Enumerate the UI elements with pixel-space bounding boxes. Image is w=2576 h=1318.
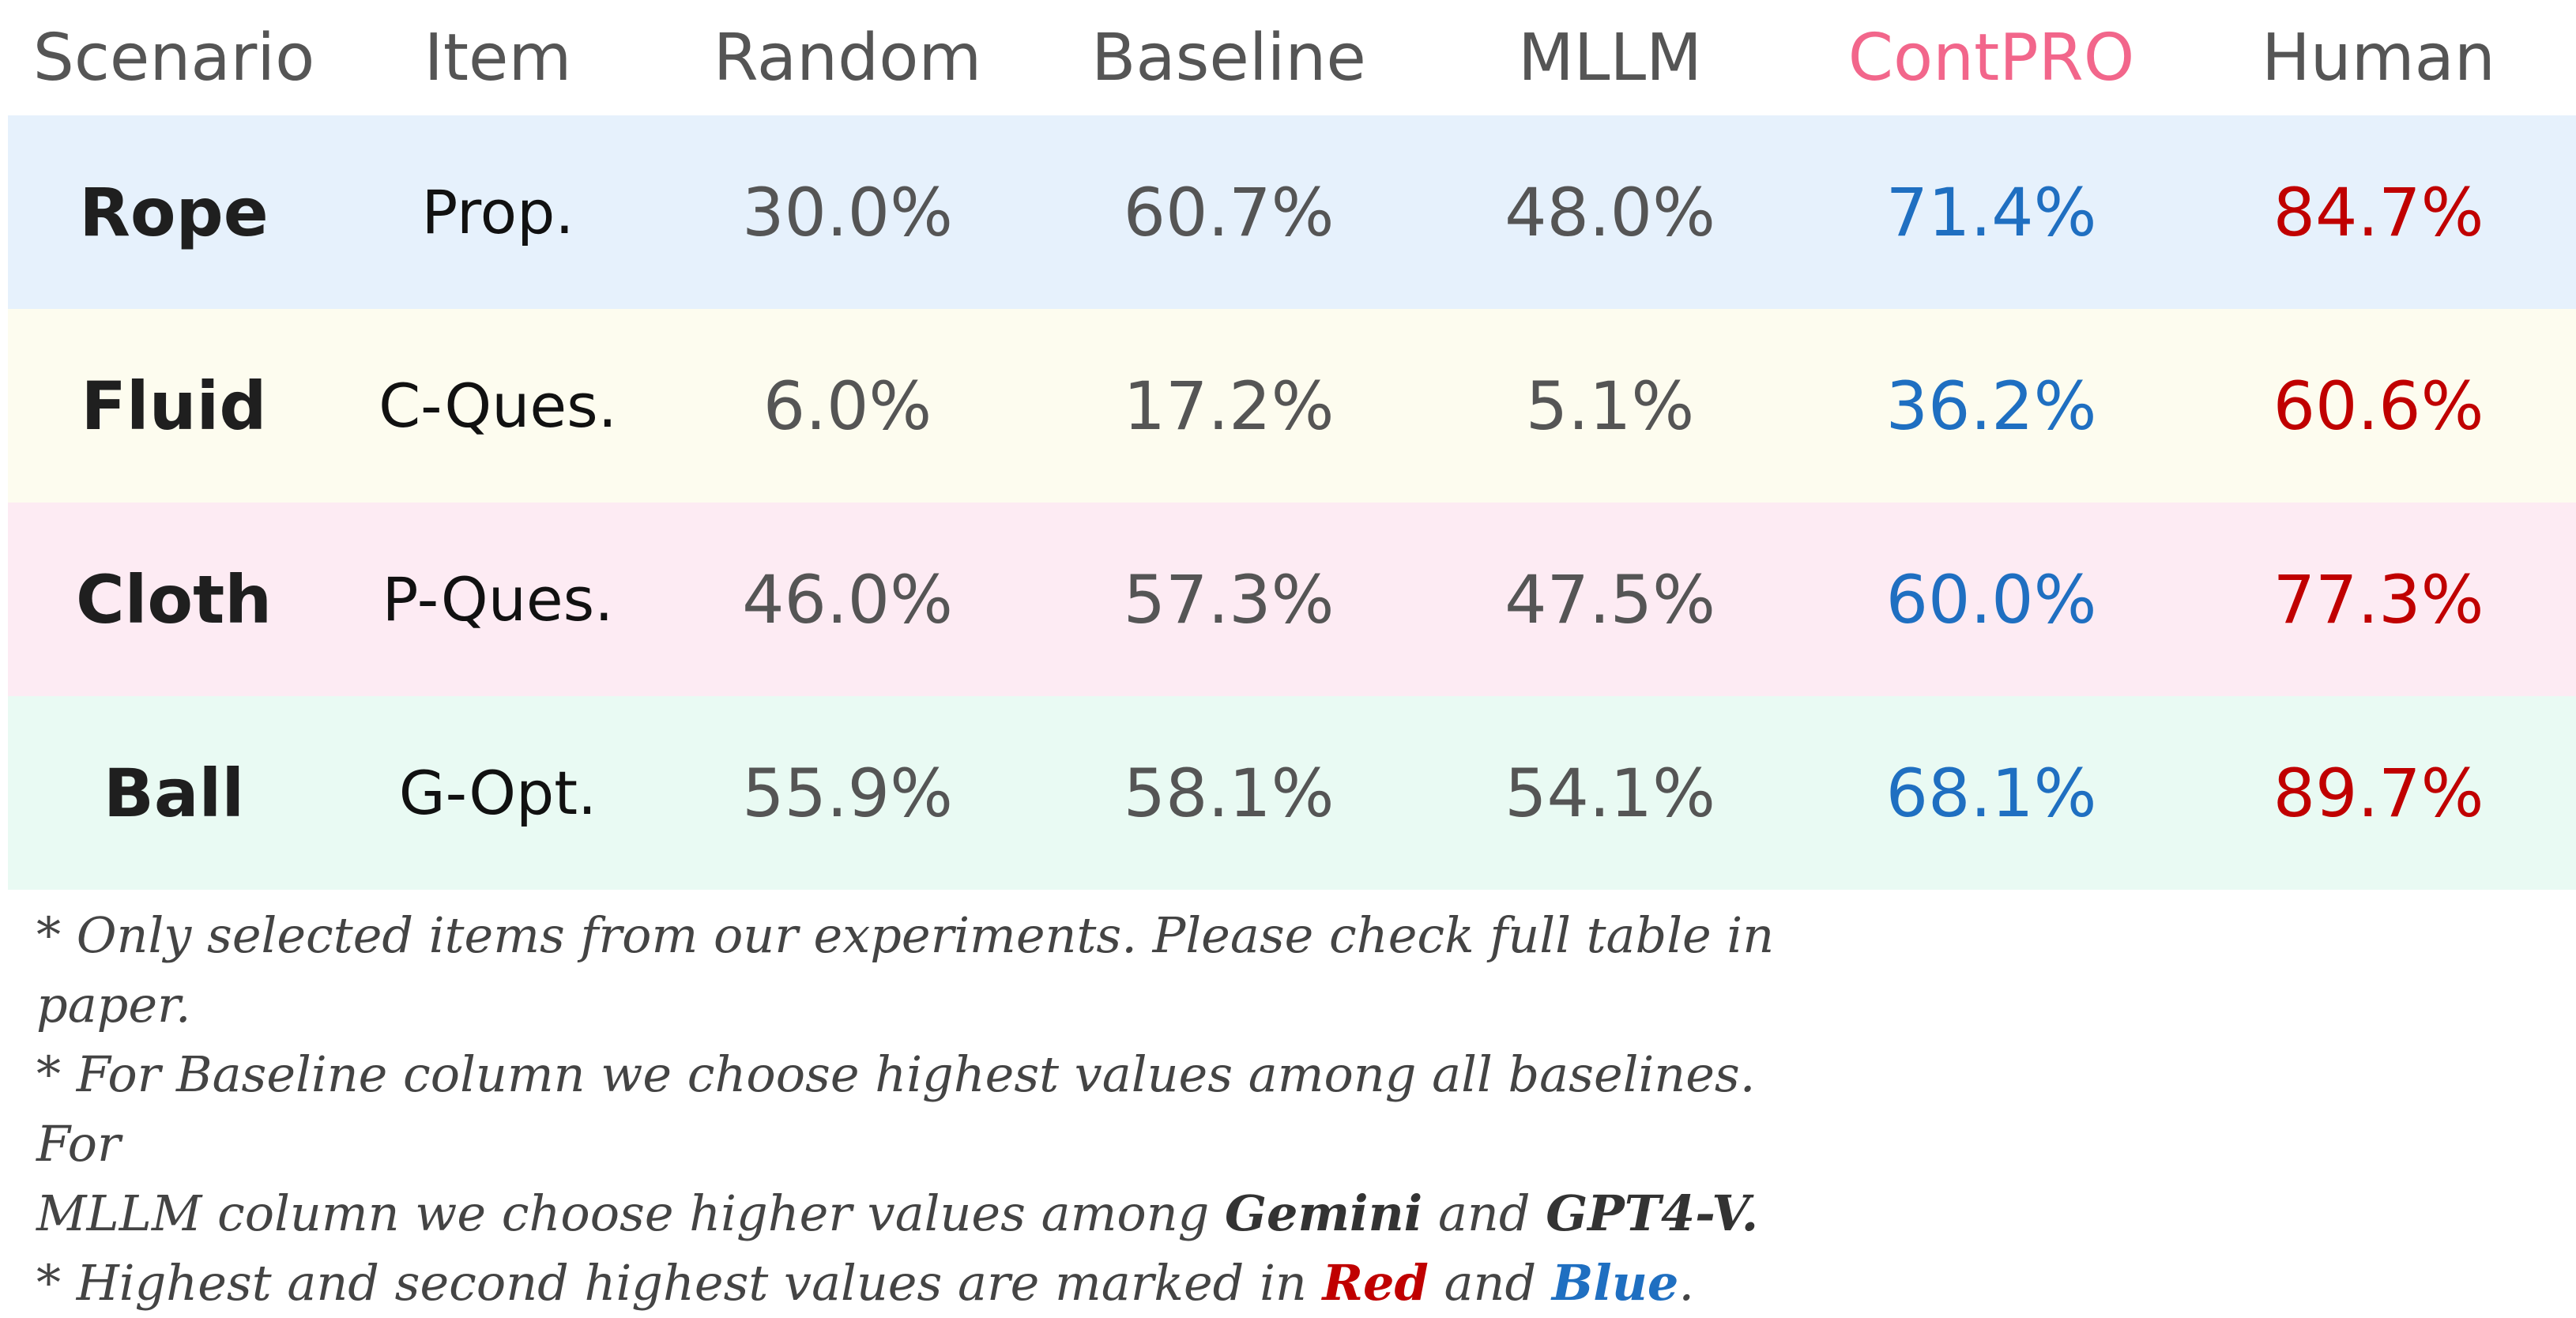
cell-human: 77.3% <box>2273 560 2484 638</box>
cell-item: Prop. <box>421 177 574 247</box>
cell-scenario: Ball <box>103 754 245 832</box>
table-row: Fluid C-Ques. 6.0% 17.2% 5.1% 36.2% 60.6% <box>8 309 2576 503</box>
footnote-red-label: Red <box>1322 1254 1429 1312</box>
footnote-4: * Highest and second highest values are … <box>36 1248 1854 1318</box>
cell-contpro: 71.4% <box>1885 173 2097 251</box>
cell-item: G-Opt. <box>398 758 597 828</box>
table-body: Rope Prop. 30.0% 60.7% 48.0% 71.4% 84.7% Fluid C… <box>8 115 2576 890</box>
cell-scenario: Cloth <box>75 560 273 638</box>
cell-baseline: 17.2% <box>1123 367 1335 445</box>
cell-scenario: Fluid <box>81 367 267 445</box>
cell-contpro: 36.2% <box>1885 367 2097 445</box>
footnote-4-and: and <box>1428 1254 1552 1312</box>
cell-item: C-Ques. <box>378 371 617 441</box>
cell-human: 60.6% <box>2273 367 2484 445</box>
table-row: Cloth P-Ques. 46.0% 57.3% 47.5% 60.0% 77.3% <box>8 503 2576 696</box>
cell-mllm: 47.5% <box>1505 560 1715 638</box>
cell-human: 84.7% <box>2273 173 2484 251</box>
cell-contpro: 60.0% <box>1885 560 2097 638</box>
results-table: Scenario Item Random Baseline MLLM ContP… <box>8 0 2576 890</box>
cell-baseline: 58.1% <box>1123 754 1335 832</box>
cell-random: 46.0% <box>742 560 953 638</box>
table-row: Ball G-Opt. 55.9% 58.1% 54.1% 68.1% 89.7% <box>8 696 2576 890</box>
footnote-4-text: * Highest and second highest values are … <box>36 1254 1323 1312</box>
cell-random: 6.0% <box>763 367 932 445</box>
column-header-mllm: MLLM <box>1518 20 1702 96</box>
cell-mllm: 48.0% <box>1505 173 1715 251</box>
column-header-contpro: ContPRO <box>1847 20 2135 96</box>
cell-item: P-Ques. <box>382 564 614 635</box>
column-header-scenario: Scenario <box>32 20 315 96</box>
table-row: Rope Prop. 30.0% 60.7% 48.0% 71.4% 84.7% <box>8 115 2576 309</box>
column-header-human: Human <box>2262 20 2495 96</box>
cell-mllm: 5.1% <box>1525 367 1695 445</box>
cell-baseline: 57.3% <box>1123 560 1335 638</box>
cell-mllm: 54.1% <box>1505 754 1715 832</box>
cell-scenario: Rope <box>79 173 269 251</box>
cell-human: 89.7% <box>2273 754 2484 832</box>
cell-random: 30.0% <box>742 173 953 251</box>
column-header-item: Item <box>424 20 572 96</box>
footnote-3: MLLM column we choose higher values amon… <box>36 1179 1854 1248</box>
header-row: Scenario Item Random Baseline MLLM ContP… <box>8 0 2576 115</box>
cell-baseline: 60.7% <box>1123 173 1335 251</box>
footnote-4-end: . <box>1678 1254 1695 1312</box>
footnote-blue-label: Blue <box>1551 1254 1679 1312</box>
cell-contpro: 68.1% <box>1885 754 2097 832</box>
footnote-2: * For Baseline column we choose highest … <box>36 1045 1756 1173</box>
column-header-random: Random <box>713 20 982 96</box>
column-header-baseline: Baseline <box>1091 20 1366 96</box>
footnote-1: * Only selected items from our experimen… <box>36 906 1775 1034</box>
footnotes: * Only selected items from our experimen… <box>36 901 1854 1318</box>
cell-random: 55.9% <box>742 754 953 832</box>
